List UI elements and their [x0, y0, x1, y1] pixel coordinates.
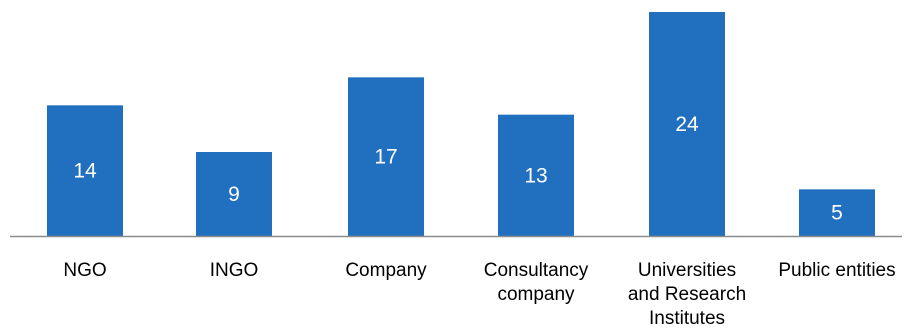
category-label: Public entities — [778, 260, 895, 281]
category-label-line: INGO — [210, 260, 259, 281]
category-label-line: Company — [345, 260, 427, 281]
bar-value-label: 9 — [228, 183, 240, 206]
category-label-line: NGO — [63, 260, 106, 281]
bars-group: 14 9 17 13 24 5 — [47, 12, 875, 236]
category-label: Company — [345, 260, 427, 281]
bar — [196, 152, 272, 236]
bar-value-label: 17 — [374, 146, 397, 169]
category-label-line: Universities — [638, 260, 736, 281]
bar — [498, 114, 574, 236]
category-label-line: Public entities — [778, 260, 895, 281]
category-label-line: company — [497, 284, 575, 305]
bar-value-label: 5 — [831, 202, 843, 225]
bar — [47, 105, 123, 236]
category-label-line: and Research — [628, 284, 746, 305]
category-label: Universities and Research Institutes — [628, 260, 746, 329]
category-label: INGO — [210, 260, 259, 281]
bar — [799, 189, 875, 236]
bar-value-label: 24 — [675, 113, 699, 136]
bar — [649, 12, 725, 236]
bar — [348, 77, 424, 236]
bar-value-label: 13 — [524, 164, 547, 187]
category-labels-group: NGO INGO Company Consultancy company Universi… — [63, 260, 895, 329]
category-label: NGO — [63, 260, 106, 281]
category-label-line: Consultancy — [484, 260, 589, 281]
category-label-line: Institutes — [649, 308, 725, 329]
bar-value-label: 14 — [73, 160, 97, 183]
category-label: Consultancy company — [484, 260, 589, 305]
